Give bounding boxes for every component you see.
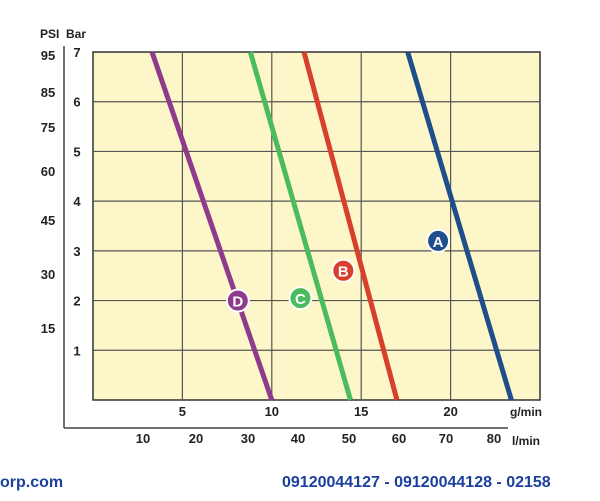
gmin-tick-label: 5 xyxy=(179,404,186,419)
psi-tick-label: 75 xyxy=(41,120,55,135)
footer-phone-numbers: 09120044127 - 09120044128 - 02158 xyxy=(282,474,551,491)
series-label-d: D xyxy=(232,294,243,311)
bar-tick-label: 1 xyxy=(73,343,80,358)
bar-axis-label: Bar xyxy=(66,27,86,41)
series-line-c xyxy=(247,51,353,401)
series-line-b xyxy=(301,51,400,401)
series-line-a xyxy=(405,51,514,401)
lmin-tick-label: 80 xyxy=(487,431,501,446)
series-marker-a xyxy=(426,228,451,253)
lmin-tick-label: 40 xyxy=(291,431,305,446)
axes xyxy=(63,46,508,429)
lmin-axis-label: l/min xyxy=(512,434,540,448)
series-lines xyxy=(149,51,514,401)
psi-tick-label: 30 xyxy=(41,267,55,282)
psi-tick-label: 45 xyxy=(41,213,55,228)
lmin-tick-label: 20 xyxy=(189,431,203,446)
bar-tick-label: 5 xyxy=(73,144,80,159)
lmin-tick-label: 70 xyxy=(439,431,453,446)
series-label-b: B xyxy=(338,264,349,281)
lmin-tick-label: 30 xyxy=(241,431,255,446)
series-label-a: A xyxy=(433,234,444,251)
gmin-tick-label: 10 xyxy=(265,404,279,419)
series-marker-d xyxy=(225,288,250,313)
bar-tick-label: 2 xyxy=(73,294,80,309)
gmin-tick-label: 15 xyxy=(354,404,368,419)
bar-tick-label: 3 xyxy=(73,244,80,259)
lmin-tick-label: 60 xyxy=(392,431,406,446)
plot-background xyxy=(92,51,541,401)
series-marker-b xyxy=(331,258,356,283)
series-label-c: C xyxy=(295,291,306,308)
lmin-tick-label: 10 xyxy=(136,431,150,446)
gmin-tick-label: 20 xyxy=(443,404,457,419)
psi-tick-label: 85 xyxy=(41,85,55,100)
psi-tick-label: 15 xyxy=(41,321,55,336)
bar-tick-label: 7 xyxy=(73,45,80,60)
series-marker-c xyxy=(288,286,313,311)
series-line-d xyxy=(149,51,275,401)
series-markers: A B C D xyxy=(225,228,451,313)
psi-tick-label: 95 xyxy=(41,48,55,63)
bar-tick-label: 6 xyxy=(73,95,80,110)
gmin-axis-label: g/min xyxy=(510,405,542,419)
lmin-tick-label: 50 xyxy=(342,431,356,446)
footer-website: orp.com xyxy=(0,474,64,491)
psi-tick-label: 60 xyxy=(41,164,55,179)
psi-axis-label: PSI xyxy=(40,27,59,41)
bar-tick-label: 4 xyxy=(73,194,81,209)
